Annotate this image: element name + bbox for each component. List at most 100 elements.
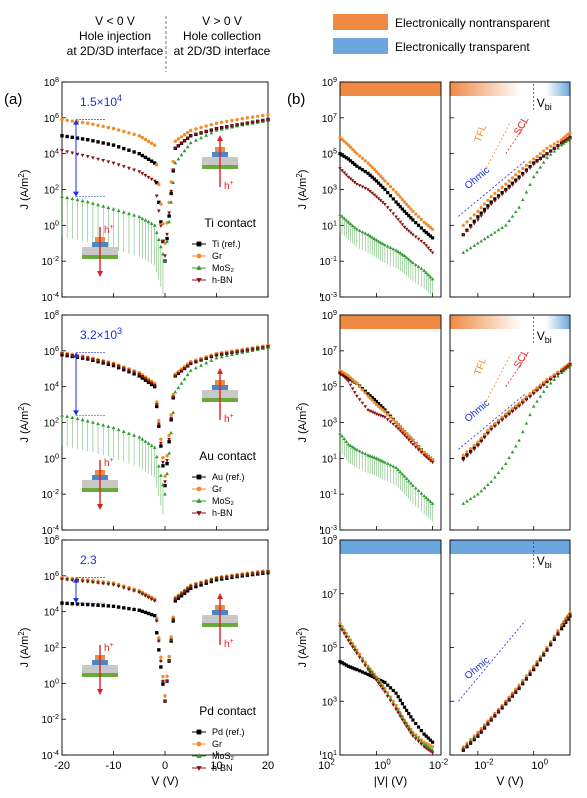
- data-point: [182, 367, 187, 371]
- data-point: [383, 410, 387, 414]
- data-point: [520, 197, 525, 202]
- data-point: [153, 143, 157, 147]
- series-h-bn: [461, 362, 572, 462]
- data-point: [482, 726, 487, 730]
- data-point: [199, 135, 203, 140]
- y-tick-label: 10-3: [319, 290, 337, 304]
- data-point: [360, 660, 365, 664]
- data-point: [416, 264, 421, 268]
- ratio-arrow-head-bottom: [73, 598, 79, 604]
- data-point: [411, 718, 415, 722]
- y-tick-label: 10-3: [319, 523, 337, 537]
- data-point: [370, 398, 374, 402]
- data-point: [161, 682, 165, 686]
- legend-label: h-BN: [212, 763, 233, 773]
- data-point: [214, 355, 219, 360]
- data-point: [75, 416, 80, 421]
- data-point: [250, 120, 255, 125]
- data-point: [167, 440, 171, 444]
- data-point: [266, 118, 270, 122]
- data-point: [214, 121, 219, 125]
- data-point: [568, 362, 572, 367]
- data-point: [137, 608, 141, 612]
- legend-marker: [196, 253, 202, 259]
- data-point: [161, 674, 165, 679]
- data-point: [386, 182, 390, 186]
- data-point: [514, 690, 518, 694]
- data-point: [169, 416, 174, 421]
- data-point: [381, 459, 385, 463]
- data-point: [394, 705, 398, 709]
- data-point: [378, 684, 383, 689]
- data-point: [189, 128, 193, 133]
- data-point: [266, 112, 270, 117]
- data-point: [116, 605, 121, 609]
- data-point: [416, 237, 421, 241]
- data-point: [342, 662, 346, 666]
- data-point: [383, 408, 387, 412]
- data-point: [409, 231, 413, 235]
- data-point: [165, 221, 169, 225]
- data-point: [346, 442, 351, 446]
- data-point: [493, 421, 497, 425]
- data-point: [159, 220, 163, 224]
- data-point: [152, 599, 157, 603]
- contact-label: Au contact: [199, 449, 256, 463]
- data-point: [370, 235, 375, 239]
- data-point: [214, 127, 219, 131]
- data-point: [106, 604, 111, 608]
- data-point: [413, 486, 418, 490]
- data-point: [154, 403, 159, 407]
- data-point: [388, 699, 393, 703]
- data-point: [338, 135, 342, 140]
- series-h-bn: [60, 570, 270, 704]
- y-tick-label: 10-2: [41, 487, 59, 501]
- data-point: [137, 134, 141, 138]
- data-point: [159, 202, 163, 206]
- data-point: [80, 198, 85, 203]
- data-point: [358, 385, 362, 389]
- data-point: [476, 442, 480, 446]
- y-tick-label: 100: [44, 218, 59, 232]
- hole-label: h+: [224, 638, 234, 650]
- transparency-bar: [340, 82, 441, 96]
- data-point: [548, 152, 553, 156]
- series-h-bn: [461, 613, 572, 752]
- transparency-bar: [450, 315, 570, 329]
- data-point: [163, 694, 167, 698]
- data-point: [426, 224, 430, 228]
- data-point: [461, 233, 466, 237]
- data-point: [179, 152, 184, 157]
- data-point: [413, 737, 418, 741]
- data-point: [338, 152, 342, 156]
- data-point: [363, 389, 367, 393]
- data-point: [426, 736, 430, 740]
- data-point: [419, 226, 423, 230]
- data-point: [179, 141, 184, 146]
- data-point: [199, 581, 203, 586]
- data-point: [204, 130, 209, 134]
- data-point: [398, 251, 403, 255]
- data-point: [461, 250, 466, 254]
- data-point: [182, 377, 187, 381]
- data-point: [409, 728, 413, 733]
- data-point: [60, 134, 64, 138]
- data-point: [127, 211, 131, 216]
- data-point: [176, 372, 181, 376]
- data-point: [368, 190, 372, 194]
- x-tick-label: 102: [318, 758, 335, 772]
- data-point: [161, 239, 165, 243]
- vbi-label: Vbi: [537, 329, 552, 345]
- data-point: [379, 406, 383, 410]
- data-point: [260, 571, 265, 575]
- data-point: [366, 665, 370, 669]
- data-point: [346, 379, 351, 384]
- data-point: [379, 678, 383, 683]
- data-point: [566, 364, 570, 368]
- data-point: [424, 455, 428, 459]
- data-point: [465, 499, 469, 503]
- data-point: [65, 195, 70, 200]
- data-point: [167, 211, 171, 215]
- data-point: [167, 219, 171, 224]
